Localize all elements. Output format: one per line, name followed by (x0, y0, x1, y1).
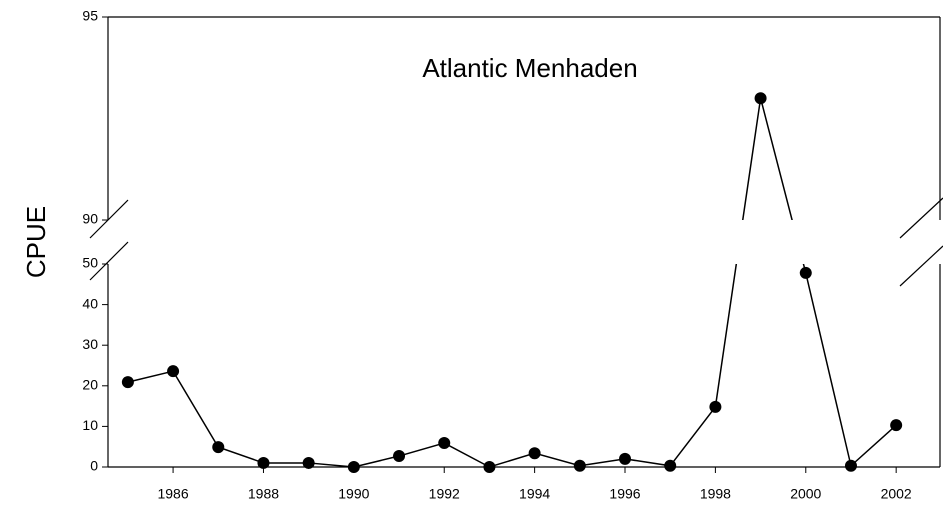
data-point (167, 365, 180, 378)
data-point (257, 456, 270, 469)
data-point (483, 461, 496, 473)
y-tick-label: 10 (82, 417, 98, 433)
x-tick-label: 2002 (881, 486, 912, 502)
data-point (573, 459, 586, 472)
data-point (438, 437, 451, 450)
x-tick-label: 1996 (609, 486, 640, 502)
y-tick-label: 50 (82, 255, 98, 271)
y-tick-label: 0 (90, 458, 98, 474)
data-point (302, 456, 315, 469)
y-tick-label: 30 (82, 336, 98, 352)
y-tick-label: 90 (82, 211, 98, 227)
y-axis-label: CPUE (21, 206, 51, 278)
data-point (890, 419, 903, 432)
data-point (754, 92, 767, 105)
data-line (127, 98, 897, 468)
x-tick-label: 2000 (790, 486, 821, 502)
data-point (528, 447, 541, 460)
x-tick-label: 1990 (338, 486, 369, 502)
data-point (212, 441, 225, 454)
x-tick-label: 1992 (429, 486, 460, 502)
y-tick-label: 95 (82, 8, 98, 24)
data-point (347, 461, 360, 473)
x-tick-label: 1994 (519, 486, 550, 502)
data-point (799, 266, 812, 279)
x-tick-label: 1998 (700, 486, 731, 502)
axes-frame (89, 16, 943, 468)
data-point (121, 376, 134, 389)
y-tick-label: 40 (82, 295, 98, 311)
chart-title: Atlantic Menhaden (422, 53, 637, 83)
y-tick-label: 20 (82, 377, 98, 393)
data-point (844, 459, 857, 472)
data-point (664, 459, 677, 472)
data-point (709, 400, 722, 413)
x-tick-label: 1986 (157, 486, 188, 502)
x-tick-label: 1988 (248, 486, 279, 502)
data-point (619, 452, 632, 465)
data-point (393, 450, 406, 463)
